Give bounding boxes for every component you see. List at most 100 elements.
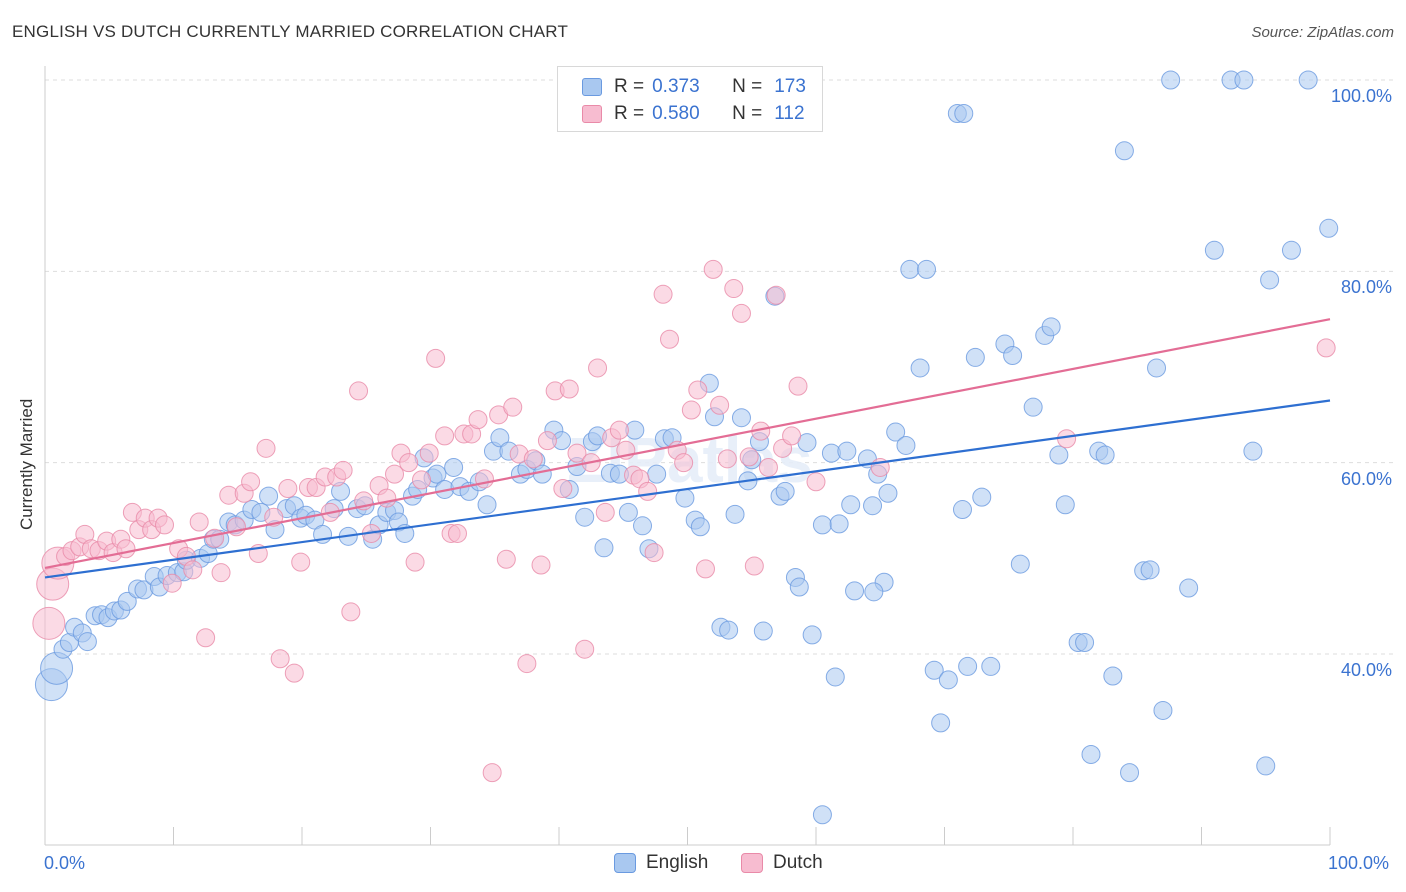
english-point <box>1055 495 1075 515</box>
dutch-point <box>758 457 778 477</box>
dutch-point <box>717 449 737 469</box>
dutch-point <box>710 395 730 415</box>
english-point <box>812 805 832 825</box>
english-point <box>633 516 653 536</box>
dutch-point <box>341 602 361 622</box>
dutch-point <box>211 563 231 583</box>
dutch-trendline <box>44 318 1331 569</box>
english-point <box>1204 240 1224 260</box>
dutch-point <box>523 449 543 469</box>
dutch-point <box>744 556 764 576</box>
english-point <box>1140 560 1160 580</box>
english-point <box>886 422 906 442</box>
dutch-r-value: 0.580 <box>652 103 700 124</box>
english-point <box>972 487 992 507</box>
dutch-point <box>537 431 557 451</box>
dutch-point <box>189 512 209 532</box>
english-point <box>864 582 884 602</box>
dutch-point <box>503 397 523 417</box>
legend-item-english[interactable]: English <box>614 852 708 874</box>
dutch-point <box>644 543 664 563</box>
english-point <box>900 259 920 279</box>
grid-lines <box>45 79 1395 655</box>
english-point <box>1161 70 1181 90</box>
dutch-point <box>724 279 744 299</box>
dutch-point <box>609 420 629 440</box>
english-point <box>731 408 751 428</box>
english-point <box>1010 554 1030 574</box>
dutch-legend-swatch <box>741 853 763 873</box>
dutch-point <box>588 358 608 378</box>
dutch-point <box>377 488 397 508</box>
english-point <box>841 495 861 515</box>
english-point <box>1049 445 1069 465</box>
english-point <box>863 496 883 516</box>
dutch-point <box>32 606 66 640</box>
english-point <box>1114 141 1134 161</box>
dutch-point <box>291 552 311 572</box>
english-point <box>924 660 944 680</box>
dutch-point <box>412 470 432 490</box>
english-point <box>1103 666 1123 686</box>
y-tick-label-60: 60.0% <box>1340 468 1392 489</box>
dutch-swatch <box>582 105 602 123</box>
english-point <box>1023 397 1043 417</box>
english-point <box>647 464 667 484</box>
english-n-value: 173 <box>774 76 806 97</box>
english-point <box>753 621 773 641</box>
english-point <box>896 435 916 455</box>
dutch-point <box>766 285 786 305</box>
dutch-point <box>695 559 715 579</box>
english-point <box>812 515 832 535</box>
english-point <box>775 481 795 501</box>
dutch-point <box>595 502 615 522</box>
dutch-point <box>681 400 701 420</box>
dutch-point <box>1316 338 1336 358</box>
english-point <box>958 656 978 676</box>
english-point <box>1298 70 1318 90</box>
dutch-point <box>447 523 467 543</box>
english-point <box>1147 358 1167 378</box>
english-n-label: N = <box>732 76 763 97</box>
english-point <box>1081 744 1101 764</box>
dutch-point <box>531 555 551 575</box>
x-tick-label-max: 100.0% <box>1328 853 1390 873</box>
dutch-point <box>155 515 175 535</box>
dutch-point <box>482 763 502 783</box>
dutch-point <box>256 438 276 458</box>
dutch-n-label: N = <box>732 103 763 124</box>
dutch-point <box>553 478 573 498</box>
english-point <box>878 483 898 503</box>
dutch-point <box>405 552 425 572</box>
english-point <box>917 259 937 279</box>
dutch-point <box>731 303 751 323</box>
legend-row-english: R = 0.373 N = 173 <box>582 75 806 99</box>
dutch-point <box>559 379 579 399</box>
series-legend: English Dutch <box>0 852 1406 878</box>
english-point <box>954 103 974 123</box>
dutch-legend-label: Dutch <box>773 852 823 873</box>
english-point <box>910 358 930 378</box>
dutch-point <box>278 478 298 498</box>
english-legend-swatch <box>614 853 636 873</box>
english-point <box>690 517 710 537</box>
dutch-point <box>496 549 516 569</box>
dutch-point <box>426 348 446 368</box>
y-tick-label-100: 100.0% <box>1330 86 1392 106</box>
english-point <box>444 457 464 477</box>
legend-item-dutch[interactable]: Dutch <box>741 852 823 874</box>
dutch-point <box>782 426 802 446</box>
english-swatch <box>582 78 602 96</box>
y-tick-label-40: 40.0% <box>1340 660 1392 680</box>
english-point <box>725 504 745 524</box>
dutch-point <box>788 376 808 396</box>
dutch-point <box>205 528 225 548</box>
english-point <box>1179 578 1199 598</box>
english-point <box>259 486 279 506</box>
legend-row-dutch: R = 0.580 N = 112 <box>582 102 805 126</box>
english-trendline <box>44 399 1331 579</box>
dutch-point <box>399 453 419 473</box>
english-point <box>1003 346 1023 366</box>
dutch-point <box>419 443 439 463</box>
dutch-point <box>116 539 136 559</box>
